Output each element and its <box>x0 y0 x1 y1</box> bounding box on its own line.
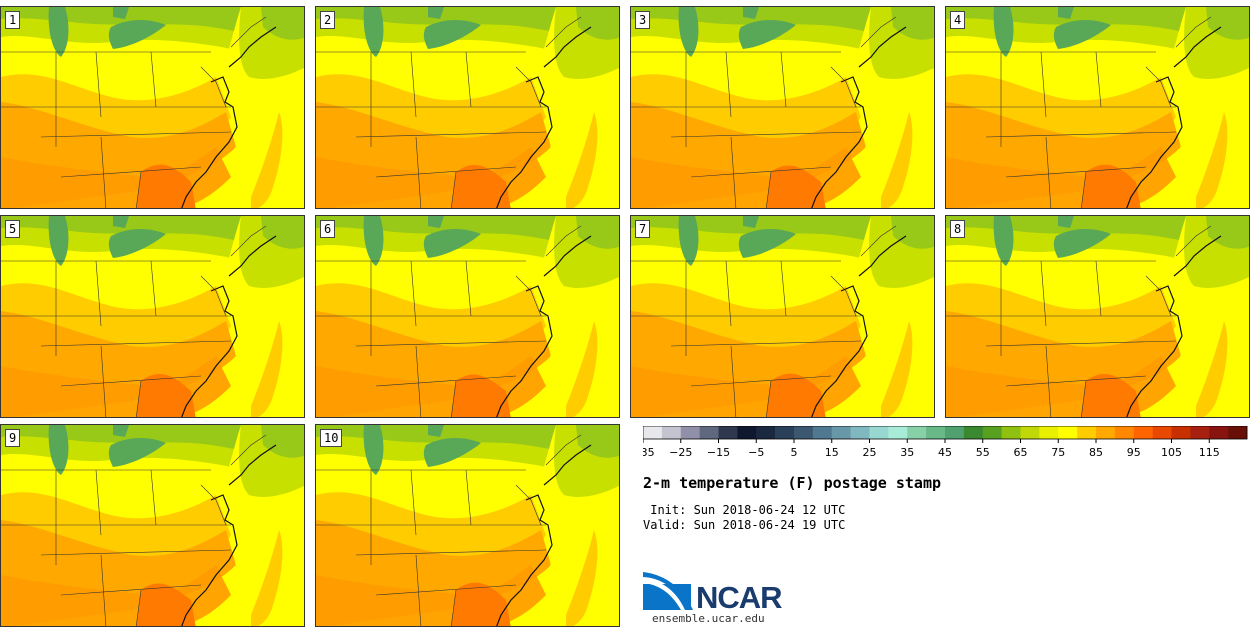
colorbar-tick-label: 5 <box>791 446 798 459</box>
colorbar-swatch <box>1058 426 1078 439</box>
colorbar-tick-label: −35 <box>643 446 655 459</box>
colorbar: −35 −25 −15 −5 5 15 25 35 45 55 65 75 85 95 105 115 <box>643 426 1248 459</box>
colorbar-swatch <box>699 426 719 439</box>
colorbar-swatch <box>756 426 776 439</box>
colorbar-swatch <box>1209 426 1229 439</box>
colorbar-swatch <box>1096 426 1116 439</box>
colorbar-swatch <box>945 426 965 439</box>
chart-title: 2-m temperature (F) postage stamp <box>643 474 942 492</box>
colorbar-tick-label: 45 <box>938 446 952 459</box>
colorbar-swatch <box>831 426 851 439</box>
member-label: 2 <box>320 11 336 29</box>
colorbar-swatch <box>1152 426 1172 439</box>
colorbar-swatch <box>737 426 757 439</box>
colorbar-tick-label: 65 <box>1014 446 1028 459</box>
member-label: 10 <box>320 429 343 447</box>
member-panel: 2 <box>315 6 620 209</box>
colorbar-swatch <box>926 426 946 439</box>
colorbar-swatch <box>1114 426 1135 439</box>
colorbar-swatch <box>661 426 682 439</box>
member-label: 6 <box>320 220 336 238</box>
member-label: 9 <box>5 429 21 447</box>
init-time: Init: Sun 2018-06-24 12 UTC <box>643 503 846 517</box>
colorbar-tick-label: 115 <box>1199 446 1220 459</box>
colorbar-swatch <box>775 426 795 439</box>
member-label: 7 <box>635 220 651 238</box>
colorbar-swatch <box>1228 426 1248 439</box>
colorbar-tick-label: 35 <box>900 446 914 459</box>
member-panel: 4 <box>945 6 1250 209</box>
colorbar-tick-label: 75 <box>1051 446 1065 459</box>
site-url: ensemble.ucar.edu <box>652 612 765 625</box>
colorbar-tick-label: 15 <box>825 446 839 459</box>
colorbar-swatch <box>794 426 814 439</box>
member-label: 1 <box>5 11 21 29</box>
member-label: 4 <box>950 11 966 29</box>
member-panel: 3 <box>630 6 935 209</box>
colorbar-swatch <box>1171 426 1191 439</box>
colorbar-tick-label: −25 <box>669 446 692 459</box>
colorbar-tick-label: 25 <box>863 446 877 459</box>
member-panel: 8 <box>945 215 1250 418</box>
colorbar-tick-label: 55 <box>976 446 990 459</box>
member-label: 8 <box>950 220 966 238</box>
member-label: 5 <box>5 220 21 238</box>
member-panel: 10 <box>315 424 620 627</box>
member-label: 3 <box>635 11 651 29</box>
ncar-wordmark: NCAR <box>696 580 783 615</box>
colorbar-swatch <box>1190 426 1210 439</box>
member-panel: 5 <box>0 215 305 418</box>
colorbar-swatch <box>1133 426 1153 439</box>
colorbar-swatch <box>643 426 663 439</box>
colorbar-swatch <box>1020 426 1040 439</box>
colorbar-swatch <box>869 426 889 439</box>
colorbar-swatch <box>907 426 927 439</box>
ncar-logo-icon <box>643 572 693 610</box>
valid-time: Valid: Sun 2018-06-24 19 UTC <box>643 518 846 532</box>
member-panel: 6 <box>315 215 620 418</box>
colorbar-swatch <box>1001 426 1021 439</box>
colorbar-swatch <box>718 426 738 439</box>
member-panel: 1 <box>0 6 305 209</box>
colorbar-swatch <box>888 426 908 439</box>
colorbar-tick-label: 95 <box>1127 446 1141 459</box>
colorbar-tick-label: 105 <box>1161 446 1182 459</box>
colorbar-swatch <box>680 426 700 439</box>
colorbar-swatch <box>812 426 833 439</box>
colorbar-swatch <box>982 426 1002 439</box>
member-panel: 7 <box>630 215 935 418</box>
colorbar-swatch <box>963 426 984 439</box>
colorbar-tick-label: −15 <box>707 446 730 459</box>
colorbar-swatch <box>850 426 870 439</box>
colorbar-tick-label: 85 <box>1089 446 1103 459</box>
colorbar-swatch <box>1077 426 1097 439</box>
member-panel: 9 <box>0 424 305 627</box>
colorbar-swatch <box>1039 426 1059 439</box>
colorbar-tick-label: −5 <box>748 446 764 459</box>
